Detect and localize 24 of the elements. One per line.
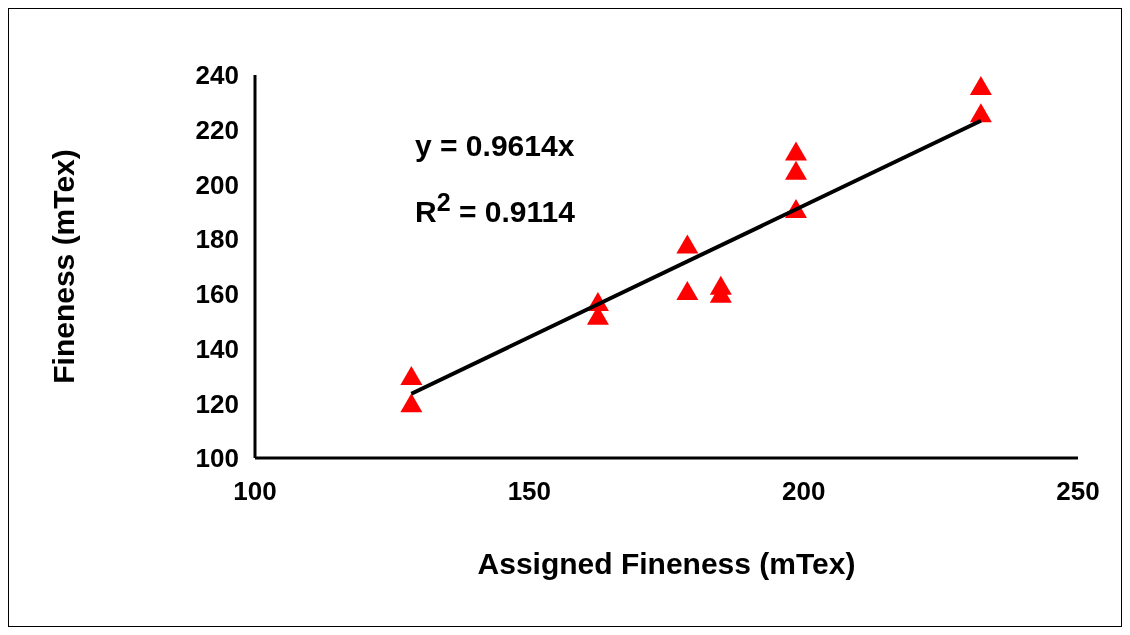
x-tick-label: 200 [781, 476, 826, 507]
point [676, 281, 699, 301]
annotation: R$^{2}$ = 0.9114 [415, 187, 575, 230]
y-tick-label: 120 [195, 388, 239, 419]
point [784, 141, 807, 161]
x-axis-title: Assigned Fineness (mTex) [477, 547, 856, 581]
y-tick-label: 220 [195, 114, 239, 145]
y-tick-label: 100 [195, 443, 239, 474]
y-tick-label: 200 [195, 169, 239, 200]
x-tick-label: 150 [507, 476, 552, 507]
y-tick-label: 140 [195, 333, 239, 364]
point [676, 234, 699, 254]
point [400, 393, 423, 413]
y-tick-label: 160 [195, 279, 239, 310]
point [400, 365, 423, 385]
point [784, 160, 807, 180]
x-tick-label: 250 [1056, 476, 1100, 507]
y-axis-title: Fineness (mTex) [46, 149, 80, 384]
x-tick-label: 100 [233, 476, 277, 507]
point [969, 75, 992, 95]
annotation: y = 0.9614x [415, 128, 575, 164]
point [969, 103, 992, 123]
y-tick-label: 180 [195, 224, 239, 255]
y-tick-label: 240 [195, 60, 239, 91]
